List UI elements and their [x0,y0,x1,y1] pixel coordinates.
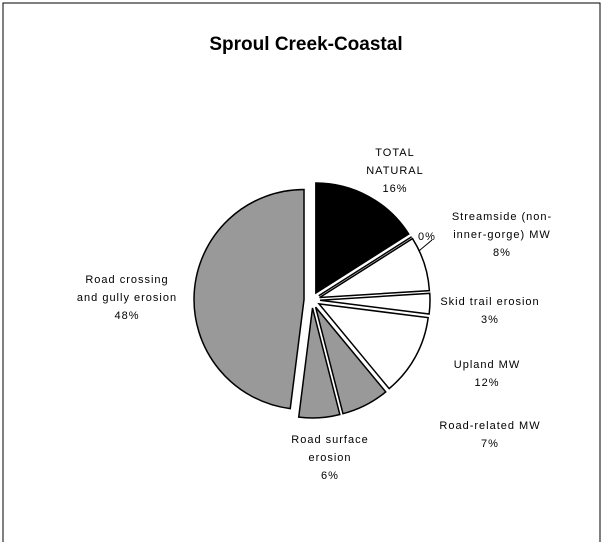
value-label: 16% [382,183,408,195]
value-label: 0% [418,231,436,243]
value-label: 7% [481,438,499,450]
value-label: 6% [321,470,339,482]
pie-slice [317,302,429,390]
pie-slice [297,307,341,419]
slice-label: Road surface erosion 6% [291,431,368,485]
category-label: Skid trail erosion [440,296,540,308]
category-label: Upland MW [453,359,521,371]
pie-slice [314,306,387,415]
slice-label: Road crossing and gully erosion 48% [77,271,177,325]
chart-title: Sproul Creek-Coastal [209,34,402,55]
value-label: 8% [493,247,511,259]
category-label: TOTAL NATURAL [366,147,424,177]
value-label: 48% [114,310,140,322]
slice-label: Skid trail erosion 3% [440,293,539,329]
value-label: 3% [481,314,499,326]
category-label: Road-related MW [439,420,541,432]
category-label: Road crossing and gully erosion [76,274,178,304]
chart-frame [2,2,601,542]
slice-label: Upland MW 12% [454,356,520,392]
slice-label: 0% [418,228,436,246]
slice-label: Road-related MW 7% [439,417,540,453]
pie-slice [315,182,410,295]
value-label: 12% [474,377,500,389]
pie-slice [319,237,431,299]
slice-label: Streamside (non- inner-gorge) MW 8% [452,208,552,262]
slice-label: TOTAL NATURAL 16% [366,144,424,198]
category-label: Road surface erosion [291,434,369,464]
pie-slice [319,292,431,315]
category-label: Streamside (non- inner-gorge) MW [451,211,553,241]
pie-slice [193,188,305,410]
